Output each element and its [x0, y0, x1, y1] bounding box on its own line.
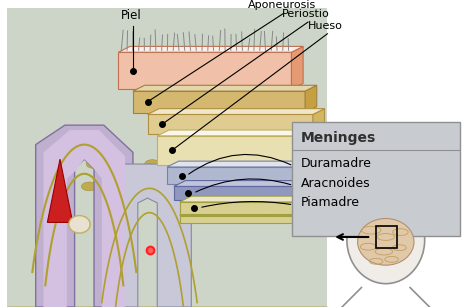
Polygon shape: [180, 210, 344, 216]
Ellipse shape: [169, 179, 184, 188]
Polygon shape: [133, 85, 317, 91]
Polygon shape: [332, 210, 344, 223]
Ellipse shape: [347, 196, 425, 284]
Ellipse shape: [56, 164, 73, 174]
Ellipse shape: [69, 216, 90, 233]
Ellipse shape: [199, 183, 213, 190]
Ellipse shape: [357, 219, 414, 265]
FancyBboxPatch shape: [292, 122, 460, 236]
Bar: [7, 9, 328, 307]
Ellipse shape: [86, 160, 102, 169]
Bar: [180, 202, 328, 214]
Text: Hueso: Hueso: [308, 21, 343, 31]
Bar: [376, 226, 398, 248]
Polygon shape: [323, 161, 334, 185]
Polygon shape: [292, 46, 303, 89]
Polygon shape: [328, 196, 339, 214]
Ellipse shape: [82, 182, 97, 191]
Text: Piel: Piel: [120, 9, 141, 22]
Ellipse shape: [145, 160, 160, 169]
Polygon shape: [180, 196, 339, 202]
Ellipse shape: [111, 179, 126, 188]
Polygon shape: [326, 181, 337, 200]
Ellipse shape: [263, 209, 275, 216]
Bar: [174, 186, 326, 200]
Text: Duramadre: Duramadre: [301, 157, 372, 170]
Bar: [157, 136, 318, 165]
Bar: [180, 216, 332, 223]
Polygon shape: [36, 125, 133, 307]
Polygon shape: [305, 85, 317, 112]
Polygon shape: [147, 109, 325, 115]
Bar: [118, 52, 292, 89]
Ellipse shape: [175, 200, 188, 206]
Text: Aponeurosis: Aponeurosis: [247, 0, 316, 10]
Polygon shape: [44, 130, 125, 307]
Polygon shape: [118, 46, 303, 52]
Polygon shape: [157, 130, 329, 136]
Text: Periostio: Periostio: [282, 9, 330, 19]
Ellipse shape: [174, 161, 189, 170]
Text: Meninges: Meninges: [301, 131, 376, 145]
Polygon shape: [47, 159, 73, 222]
Polygon shape: [174, 181, 337, 186]
Bar: [167, 167, 323, 185]
Polygon shape: [167, 161, 334, 167]
Polygon shape: [318, 130, 329, 165]
Ellipse shape: [263, 172, 275, 180]
Text: Piamadre: Piamadre: [301, 196, 360, 209]
Bar: [147, 115, 313, 134]
Ellipse shape: [258, 191, 271, 199]
Bar: [133, 91, 305, 112]
Ellipse shape: [203, 165, 219, 173]
Ellipse shape: [233, 168, 247, 176]
Ellipse shape: [140, 177, 155, 186]
Ellipse shape: [234, 204, 246, 211]
Ellipse shape: [53, 185, 67, 192]
Polygon shape: [104, 164, 191, 307]
Text: Aracnoides: Aracnoides: [301, 177, 371, 190]
Ellipse shape: [204, 201, 218, 209]
Ellipse shape: [229, 186, 241, 194]
Ellipse shape: [117, 158, 130, 166]
Polygon shape: [313, 109, 325, 134]
